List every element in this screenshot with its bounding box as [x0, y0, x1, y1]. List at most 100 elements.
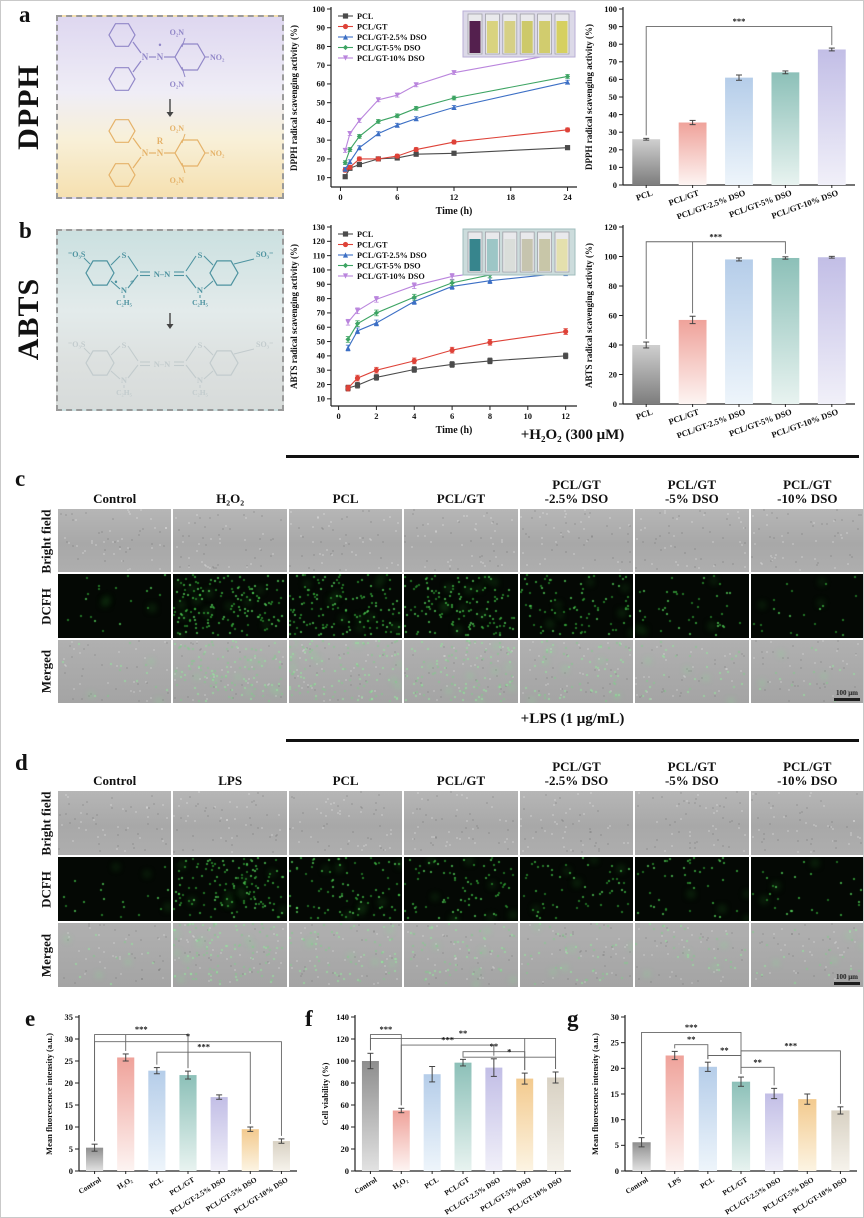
svg-text:6: 6 [450, 411, 454, 421]
svg-text:80: 80 [317, 293, 326, 303]
svg-text:H₂O₂: H₂O₂ [391, 1175, 410, 1192]
panel-d-col-label: PCL/GT [436, 773, 486, 789]
svg-text:LPS: LPS [666, 1175, 682, 1190]
panel-g-letter: g [567, 1006, 579, 1031]
svg-text:PCL/GT-10% DSO: PCL/GT-10% DSO [232, 1175, 290, 1215]
svg-text:40: 40 [317, 116, 326, 126]
dpph-bar-chart: 0 10 20 30 40 50 60 70 80 90 100 DPPH radical scave… [581, 1, 863, 224]
svg-text:5: 5 [69, 1144, 73, 1154]
svg-text:N: N [197, 285, 204, 295]
panel-c-row-label-dcfh: DCFH [38, 588, 54, 625]
panel-c-letter: c [15, 466, 26, 491]
panel-d-row-label-dcfh: DCFH [38, 871, 54, 908]
svg-text:60: 60 [609, 74, 618, 84]
svg-text:S: S [198, 340, 203, 350]
cell-viability-svg: 0 20 40 60 80 100 120 140 Cell viability (%) Cont… [320, 1012, 571, 1217]
svg-text:***: *** [441, 1035, 454, 1045]
panel-c-treatment-line [286, 455, 859, 458]
svg-text:NO₂: NO₂ [210, 149, 225, 158]
svg-text:10: 10 [317, 394, 326, 404]
svg-text:Time (h): Time (h) [436, 206, 473, 217]
svg-text:**: ** [753, 1057, 762, 1067]
svg-text:S: S [198, 250, 203, 260]
panel-d-row-label-merged: Merged [38, 933, 54, 978]
svg-text:N: N [121, 375, 128, 385]
svg-text:12: 12 [561, 411, 570, 421]
abts-kinetics-svg: 10 20 30 40 50 60 70 80 90 100 110 120 130 0 2 4 6 8 10 12 A… [289, 222, 577, 436]
svg-text:8: 8 [488, 411, 492, 421]
svg-text:•: • [158, 40, 161, 50]
svg-text:120: 120 [604, 222, 617, 232]
svg-text:C₂H₅: C₂H₅ [192, 298, 208, 307]
svg-text:***: *** [784, 1040, 797, 1050]
svg-text:DPPH radical scavenging activi: DPPH radical scavenging activity (%) [584, 24, 594, 170]
dpph-bars-svg: 0 10 20 30 40 50 60 70 80 90 100 DPPH radical scave… [584, 4, 855, 222]
svg-text:PCL: PCL [147, 1175, 164, 1191]
panel-d-bright-micrograph-5 [635, 791, 749, 855]
svg-text:*: * [186, 1031, 190, 1041]
panel-d-bright-micrograph-4 [519, 791, 634, 855]
svg-text:N–N: N–N [154, 359, 171, 369]
svg-text:SO₃⁻: SO₃⁻ [256, 340, 273, 349]
panel-f-letter: f [305, 1006, 313, 1031]
panel-c-col-label: PCL/GT -5% DSO [664, 476, 719, 507]
svg-text:100: 100 [336, 1056, 349, 1066]
scale-bar-line [834, 982, 860, 985]
panel-c-bright-micrograph-2 [288, 509, 403, 573]
svg-text:+: + [130, 278, 135, 287]
svg-text:C₂H₅: C₂H₅ [192, 388, 208, 397]
svg-text:PCL/GT-10% DSO: PCL/GT-10% DSO [357, 54, 425, 63]
svg-text:***: *** [685, 1022, 698, 1032]
panel-c-bright-micrograph-1 [173, 509, 287, 573]
panel-d-bright-micrograph-2 [288, 791, 403, 855]
panel-d-bright-micrograph-0 [58, 791, 172, 855]
panel-a-letter: a [19, 2, 31, 27]
abts-structure-box: ⁻O₃S SO₃⁻ S N C₂H₅ N–N S N C₂H₅ • + ⁻O₃S SO₃⁻ S N C₂H₅ N… [56, 229, 284, 411]
svg-text:50: 50 [317, 97, 326, 107]
svg-text:R: R [157, 136, 164, 146]
svg-text:0: 0 [613, 399, 617, 409]
svg-text:2: 2 [374, 411, 378, 421]
svg-text:O₂N: O₂N [170, 124, 185, 133]
svg-text:0: 0 [345, 1166, 349, 1176]
panel-c-dcfh-micrograph-1 [173, 574, 287, 638]
panel-c-col-label: PCL [332, 491, 359, 507]
svg-text:PCL: PCL [634, 187, 654, 202]
dpph-kinetics-svg: 10 20 30 40 50 60 70 80 90 100 0 6 12 18 24 DPPH radica… [289, 4, 577, 217]
svg-text:30: 30 [65, 1034, 74, 1044]
panel-c-row-label-bright-field: Bright field [38, 509, 54, 574]
svg-text:•: • [114, 277, 117, 287]
svg-text:5: 5 [615, 1140, 619, 1150]
abts-structure-diagram: ⁻O₃S SO₃⁻ S N C₂H₅ N–N S N C₂H₅ • + ⁻O₃S SO₃⁻ S N C₂H₅ N… [68, 250, 273, 397]
svg-text:25: 25 [611, 1037, 620, 1047]
svg-text:PCL/GT-2.5% DSO: PCL/GT-2.5% DSO [357, 33, 427, 42]
svg-text:PCL/GT-2.5% DSO: PCL/GT-2.5% DSO [443, 1175, 502, 1215]
panel-d-merged-micrograph-6: 100 μm [750, 923, 863, 987]
svg-text:50: 50 [317, 336, 326, 346]
svg-text:H₂O₂: H₂O₂ [115, 1175, 134, 1192]
svg-text:10: 10 [524, 411, 533, 421]
svg-text:C₂H₅: C₂H₅ [116, 298, 132, 307]
panel-d-micrograph-grid: 100 μm [58, 791, 863, 987]
svg-text:100: 100 [312, 4, 325, 14]
panel-d-merged-micrograph-3 [404, 923, 518, 987]
svg-text:20: 20 [65, 1078, 74, 1088]
svg-text:30: 30 [609, 127, 618, 137]
svg-text:25: 25 [65, 1056, 74, 1066]
svg-text:80: 80 [609, 39, 618, 49]
svg-text:**: ** [490, 1041, 499, 1051]
panel-c-merged-micrograph-4 [519, 639, 634, 703]
svg-text:20: 20 [609, 369, 618, 379]
svg-text:⁻O₃S: ⁻O₃S [68, 250, 86, 259]
panel-d-merged-micrograph-0 [58, 923, 172, 987]
svg-text:PCL: PCL [423, 1175, 440, 1191]
svg-text:O₂N: O₂N [170, 80, 185, 89]
svg-text:10: 10 [611, 1114, 620, 1124]
svg-text:0: 0 [613, 180, 617, 190]
svg-text:4: 4 [412, 411, 417, 421]
svg-text:N: N [157, 52, 164, 62]
panel-c-row-label-merged: Merged [38, 649, 54, 694]
svg-text:80: 80 [609, 281, 618, 291]
svg-text:S: S [122, 250, 127, 260]
panel-d-col-label: PCL/GT -2.5% DSO [544, 758, 609, 789]
